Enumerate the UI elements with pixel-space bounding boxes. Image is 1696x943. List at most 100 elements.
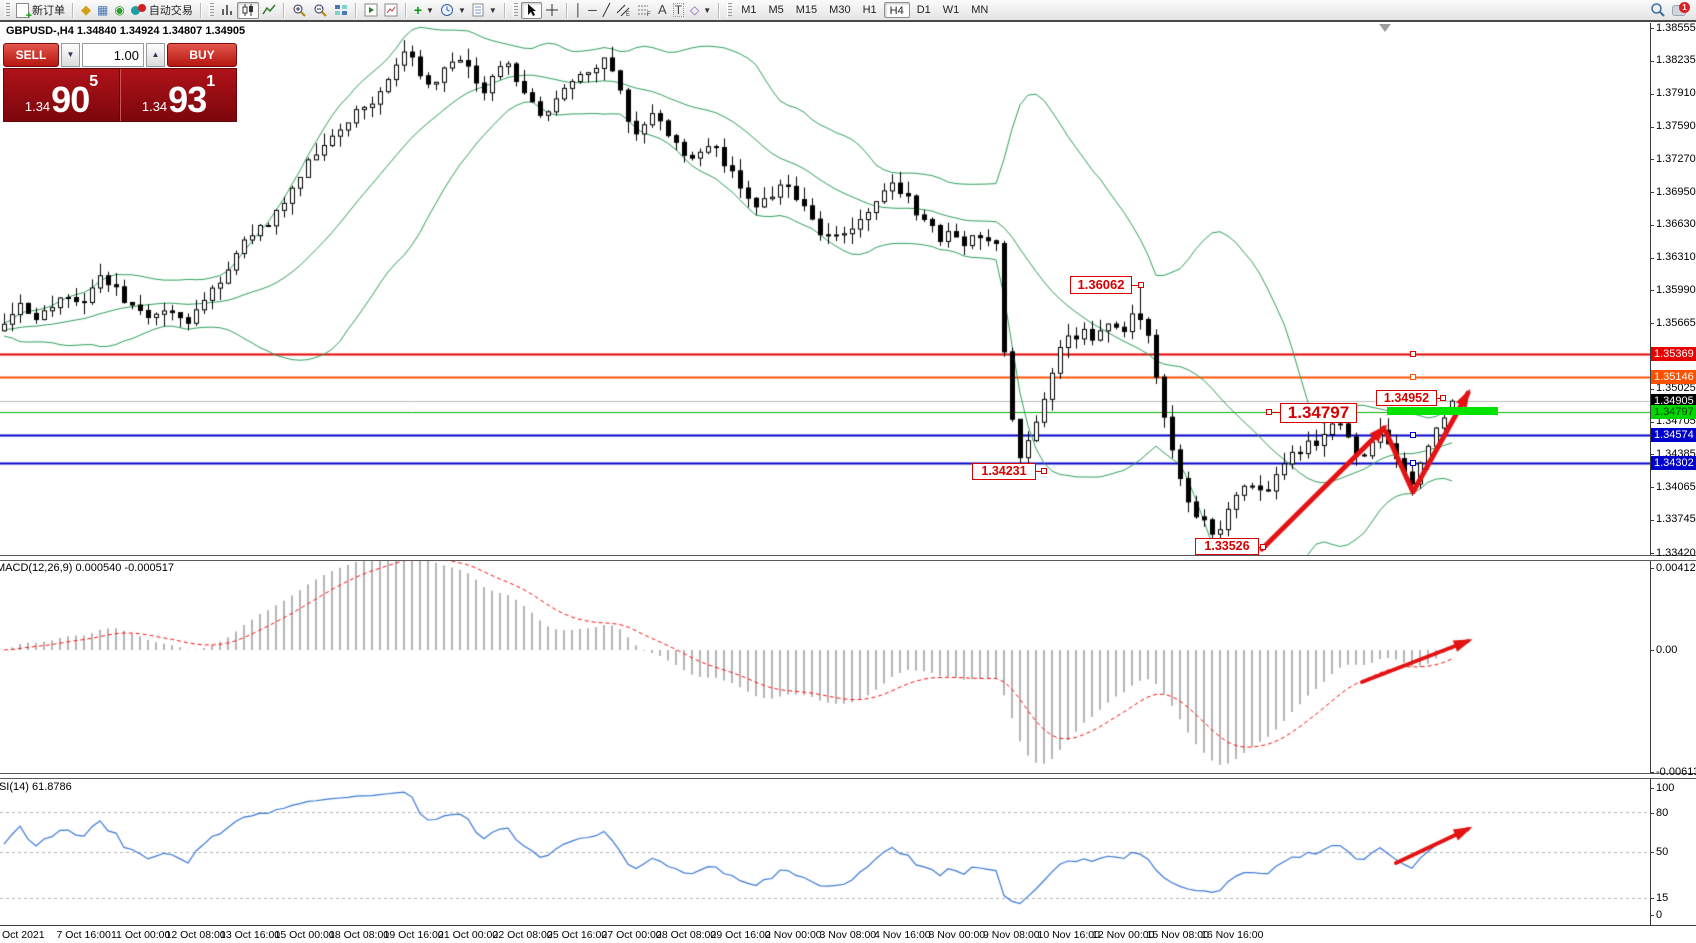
ask-sup: 1	[206, 73, 216, 90]
price-annotation[interactable]: 1.36062	[1070, 276, 1132, 294]
trendline-button[interactable]: ╱	[600, 2, 613, 19]
text-button[interactable]: A	[655, 2, 670, 19]
timeframe-h1-button[interactable]: H1	[862, 4, 877, 16]
chart-shift-marker[interactable]	[1379, 24, 1391, 32]
date-tick-label: 12 Oct 08:00	[165, 929, 226, 941]
periods-button[interactable]: ▼	[437, 2, 469, 19]
annotation-anchor[interactable]	[1266, 409, 1272, 415]
volume-input[interactable]	[82, 43, 144, 67]
bar-chart-button[interactable]	[217, 2, 237, 19]
price-tick-mark	[1650, 159, 1654, 160]
price-tick-label: 1.37590	[1656, 120, 1696, 133]
timeframe-d1-button[interactable]: D1	[916, 4, 931, 16]
price-annotation[interactable]: 1.33526	[1195, 538, 1259, 555]
toolbar-grip[interactable]	[5, 3, 10, 17]
market-button[interactable]: ◆	[78, 2, 94, 19]
toolbar-separator	[354, 2, 357, 18]
horizontal-line-button[interactable]: ─	[585, 2, 600, 19]
macd-indicator-canvas[interactable]	[0, 559, 1650, 773]
price-tick-mark	[1650, 225, 1654, 226]
fibonacci-button[interactable]: F	[634, 2, 655, 19]
price-annotation[interactable]: 1.34797	[1280, 403, 1357, 423]
autotrading-button[interactable]: 自动交易	[128, 2, 196, 19]
volume-increase-button[interactable]: ▲	[146, 43, 165, 67]
date-tick-label: 27 Oct 00:00	[601, 929, 662, 941]
indicators-button[interactable]: + ▼	[411, 2, 437, 19]
monitor-icon: ▦	[97, 3, 109, 17]
timeframe-mn-button[interactable]: MN	[971, 4, 989, 16]
timeframe-m30-button[interactable]: M30	[829, 4, 851, 16]
price-tick-mark	[1650, 454, 1654, 455]
tile-windows-button[interactable]	[331, 2, 351, 19]
zoom-in-button[interactable]	[289, 2, 310, 19]
timeframe-m15-button[interactable]: M15	[795, 4, 818, 16]
shapes-button[interactable]: ◇ ▼	[687, 2, 714, 19]
market-watch-button[interactable]: ▦	[94, 2, 111, 19]
toolbar-grip[interactable]	[512, 3, 518, 17]
date-tick-label: 2 Nov 00:00	[765, 929, 822, 941]
volume-decrease-button[interactable]: ▼	[61, 43, 80, 67]
add-indicator-icon: +	[413, 2, 423, 18]
candlestick-button[interactable]	[236, 1, 259, 19]
ask-prefix: 1.34	[141, 99, 168, 114]
line-drag-handle[interactable]	[1410, 459, 1416, 466]
date-tick-label: 9 Nov 08:00	[983, 929, 1040, 941]
timeframe-m5-button[interactable]: M5	[768, 4, 784, 16]
buy-price-button[interactable]: 1.34 93 1	[120, 69, 236, 121]
supply-zone-band[interactable]	[1387, 407, 1498, 415]
date-tick-label: 12 Nov 00:00	[1092, 929, 1155, 941]
text-label-button[interactable]: T	[670, 2, 687, 19]
pane-separator[interactable]	[0, 773, 1696, 779]
price-annotation[interactable]: 1.34231	[972, 463, 1036, 480]
signals-button[interactable]: ◉	[111, 2, 127, 19]
timeframe-m1-button[interactable]: M1	[741, 4, 757, 16]
zoom-out-button[interactable]	[310, 2, 331, 19]
strategy-tester-button[interactable]	[361, 2, 381, 19]
price-tick-label: 1.33745	[1656, 513, 1696, 526]
new-chart-icon	[384, 3, 398, 17]
price-tick-label: 1.37270	[1656, 152, 1696, 165]
annotation-anchor[interactable]	[1138, 282, 1144, 288]
price-tick-mark	[1650, 290, 1654, 291]
line-drag-handle[interactable]	[1410, 432, 1416, 439]
sell-price-button[interactable]: 1.34 90 5	[4, 69, 120, 121]
timeframe-h4-button[interactable]: H4	[883, 2, 910, 18]
price-tick-mark	[1650, 127, 1654, 128]
toolbar-grip[interactable]	[208, 3, 214, 17]
line-drag-handle[interactable]	[1410, 373, 1416, 380]
vertical-line-button[interactable]: │	[572, 2, 586, 19]
annotation-anchor[interactable]	[1041, 468, 1047, 474]
pane-separator[interactable]	[0, 555, 1696, 561]
templates-button[interactable]: ▼	[469, 2, 500, 19]
search-icon[interactable]	[1650, 2, 1666, 18]
toolbar-separator	[503, 2, 506, 18]
annotation-anchor[interactable]	[1260, 544, 1266, 550]
shapes-icon: ◇	[690, 3, 700, 17]
new-chart-button[interactable]	[381, 2, 401, 19]
new-order-button[interactable]: + 新订单	[13, 2, 68, 21]
date-tick-label: 3 Nov 08:00	[819, 929, 877, 941]
time-axis-line	[0, 925, 1696, 926]
notifications-button[interactable]: 1	[1672, 1, 1690, 18]
price-annotation[interactable]: 1.34952	[1376, 390, 1437, 406]
channel-button[interactable]: E	[613, 2, 634, 19]
line-drag-handle[interactable]	[1410, 350, 1416, 357]
sell-button[interactable]: SELL	[3, 43, 59, 67]
annotation-anchor[interactable]	[1440, 395, 1446, 401]
timeframe-w1-button[interactable]: W1	[942, 4, 960, 16]
chevron-down-icon: ▼	[426, 5, 434, 15]
date-tick-label: 16 Nov 16:00	[1201, 929, 1264, 941]
rsi-indicator-canvas[interactable]	[0, 778, 1650, 924]
price-chart-canvas[interactable]	[0, 23, 1650, 555]
toolbar-grip[interactable]	[727, 3, 733, 17]
line-chart-button[interactable]	[259, 2, 279, 19]
macd-tick-mark	[1650, 772, 1654, 773]
buy-button[interactable]: BUY	[167, 43, 237, 67]
crosshair-button[interactable]	[542, 2, 562, 19]
toolbar-separator	[282, 2, 285, 18]
text-label-icon: T	[672, 3, 685, 17]
cursor-button[interactable]	[520, 1, 542, 19]
price-tick-mark	[1650, 258, 1654, 259]
price-line-label: 1.34302	[1651, 455, 1696, 470]
